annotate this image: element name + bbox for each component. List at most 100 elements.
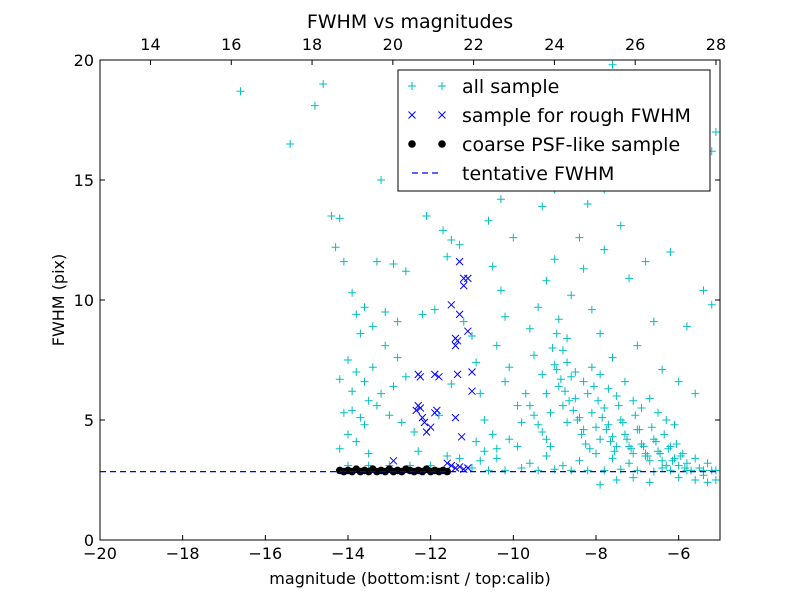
all-sample-point [587, 305, 596, 314]
all-sample-point [505, 363, 514, 372]
rough-fwhm-point [435, 372, 443, 381]
all-sample-point [352, 437, 361, 446]
all-sample-point [476, 456, 485, 465]
legend-box [397, 69, 711, 192]
all-sample-point [472, 437, 481, 446]
rough-fwhm-point [416, 372, 425, 381]
legend-entry-psf-like: coarse PSF-like sample [408, 134, 680, 156]
top-x-tick-label: 18 [302, 35, 322, 54]
x-tick-label: −20 [83, 544, 117, 563]
all-sample-point [472, 358, 481, 367]
all-sample-point [356, 329, 365, 338]
all-sample-point [596, 329, 605, 338]
all-sample-point [600, 245, 609, 254]
all-sample-point [236, 87, 245, 96]
all-sample-point [389, 382, 398, 391]
all-sample-point [381, 308, 390, 316]
all-sample-point [703, 459, 712, 468]
y-tick-label: 10 [74, 291, 94, 310]
all-sample-point [666, 466, 675, 475]
all-sample-point [501, 466, 510, 475]
all-sample-point [625, 274, 634, 283]
rough-fwhm-point [447, 300, 456, 309]
all-sample-point [565, 396, 574, 405]
all-sample-point [348, 387, 357, 396]
all-sample-point [649, 317, 658, 326]
all-sample-point [521, 389, 530, 398]
all-sample-point [389, 260, 398, 268]
all-sample-point [672, 440, 681, 448]
all-sample-point [468, 464, 476, 472]
all-sample-point [339, 257, 348, 266]
all-sample-point [385, 411, 394, 420]
all-sample-point [600, 466, 609, 475]
all-sample-point [587, 363, 596, 372]
all-sample-point [505, 435, 514, 444]
all-sample-point [583, 389, 592, 398]
all-sample-point [352, 310, 361, 319]
all-sample-point [496, 286, 505, 295]
all-sample-point [377, 389, 386, 398]
rough-fwhm-point [418, 413, 427, 422]
top-x-tick-label: 22 [463, 35, 483, 54]
all-sample-point [612, 442, 621, 451]
all-sample-point [447, 236, 456, 244]
legend-label: all sample [462, 76, 559, 98]
all-sample-point [552, 329, 561, 338]
all-sample-point [525, 401, 534, 410]
all-sample-point [616, 221, 625, 230]
legend-entry-tentative-fwhm: tentative FWHM [412, 163, 614, 185]
rough-fwhm-point [422, 428, 431, 436]
legend-swatch [408, 111, 416, 119]
all-sample-point [604, 420, 613, 429]
all-sample-point [530, 351, 538, 360]
rough-fwhm-point [443, 459, 452, 468]
all-sample-point [600, 404, 609, 412]
all-sample-point [579, 264, 588, 273]
all-sample-point [571, 368, 580, 376]
all-sample-point [364, 449, 373, 458]
all-sample-point [410, 428, 419, 436]
all-sample-point [455, 454, 464, 463]
all-sample-point [651, 437, 660, 446]
all-sample-point [439, 226, 448, 235]
all-sample-point [368, 363, 377, 372]
rough-fwhm-point [457, 432, 466, 441]
all-sample-point [480, 447, 489, 456]
all-sample-point [682, 459, 691, 468]
all-sample-point [592, 449, 600, 458]
y-tick-label: 5 [84, 411, 94, 430]
all-sample-point [614, 401, 623, 410]
all-sample-point [668, 456, 677, 465]
all-sample-point [620, 430, 629, 439]
rough-fwhm-point [420, 418, 429, 427]
all-sample-point [558, 346, 567, 355]
all-sample-point [335, 375, 344, 384]
all-sample-point [534, 303, 543, 312]
all-sample-point [542, 389, 551, 398]
rough-fwhm-point [433, 406, 441, 415]
rough-fwhm-point [453, 336, 462, 345]
all-sample-point [625, 459, 634, 468]
all-sample-point [360, 303, 369, 312]
all-sample-point [658, 365, 667, 374]
x-tick-label: −16 [248, 544, 282, 563]
all-sample-point [530, 411, 538, 420]
all-sample-point [339, 408, 348, 417]
all-sample-point [525, 459, 534, 468]
all-sample-point [348, 288, 357, 297]
rough-fwhm-point [455, 257, 464, 266]
all-sample-point [592, 423, 600, 432]
all-sample-point [393, 353, 402, 362]
all-sample-point [645, 456, 654, 465]
all-sample-point [691, 454, 700, 463]
all-sample-point [581, 440, 590, 448]
all-sample-point [558, 401, 567, 410]
all-sample-point [335, 214, 344, 223]
all-sample-point [558, 461, 567, 470]
all-sample-point [476, 389, 485, 398]
all-sample-point [501, 377, 510, 386]
all-sample-point [711, 476, 720, 484]
all-sample-point [372, 401, 381, 410]
all-sample-point [612, 476, 621, 484]
